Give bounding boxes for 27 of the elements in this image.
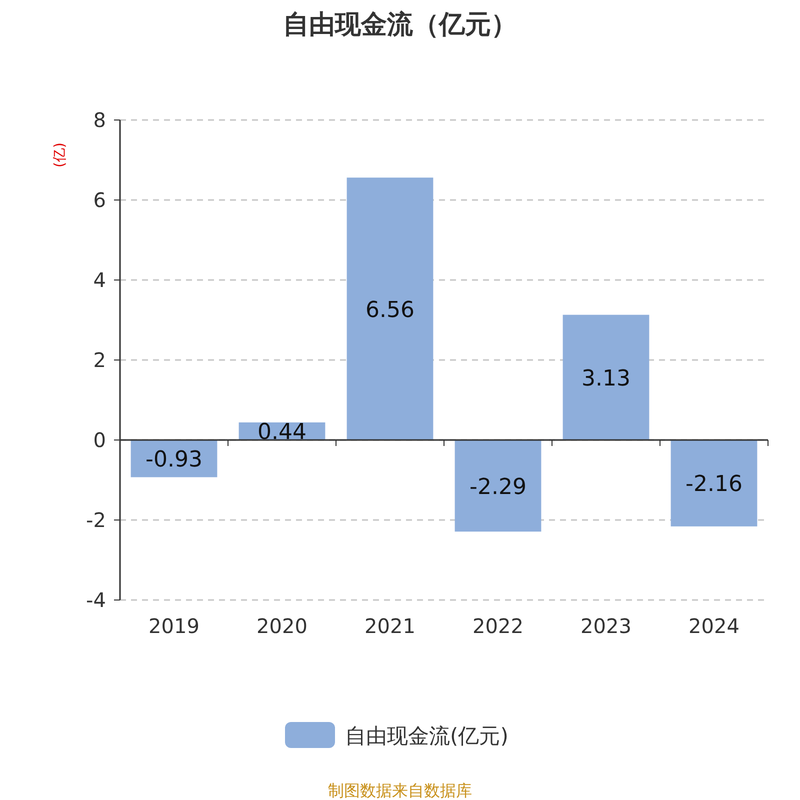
y-tick-label: 4 xyxy=(93,268,106,292)
y-tick-label: 6 xyxy=(93,188,106,212)
y-tick-label: 0 xyxy=(93,428,106,452)
text: 制图数据来自数据库 xyxy=(328,781,472,800)
data-label: 0.44 xyxy=(258,420,306,446)
x-tick-label: 2021 xyxy=(364,614,416,638)
y-tick-label: -4 xyxy=(86,588,106,612)
x-tick-label: 2020 xyxy=(256,614,308,638)
bar xyxy=(346,178,434,440)
x-tick-label: 2024 xyxy=(688,614,740,638)
data-label: -0.93 xyxy=(146,448,202,473)
data-label: 6.56 xyxy=(366,298,414,323)
y-tick-label: -2 xyxy=(86,508,106,532)
bar xyxy=(454,440,542,532)
bar xyxy=(670,440,758,526)
bar xyxy=(562,314,650,440)
y-axis-title: (亿) xyxy=(52,142,68,168)
x-tick-label: 2022 xyxy=(472,614,524,638)
x-tick-label: 2023 xyxy=(580,614,632,638)
data-label: -2.29 xyxy=(470,474,526,500)
legend-label: 自由现金流(亿元) xyxy=(345,724,508,748)
y-tick-label: 8 xyxy=(93,108,106,132)
data-label: 3.13 xyxy=(582,366,630,392)
data-label: -2.16 xyxy=(686,472,742,498)
x-tick-label: 2019 xyxy=(148,614,200,638)
y-tick-label: 2 xyxy=(93,348,106,372)
chart-title: 自由现金流（亿元） xyxy=(283,10,517,40)
